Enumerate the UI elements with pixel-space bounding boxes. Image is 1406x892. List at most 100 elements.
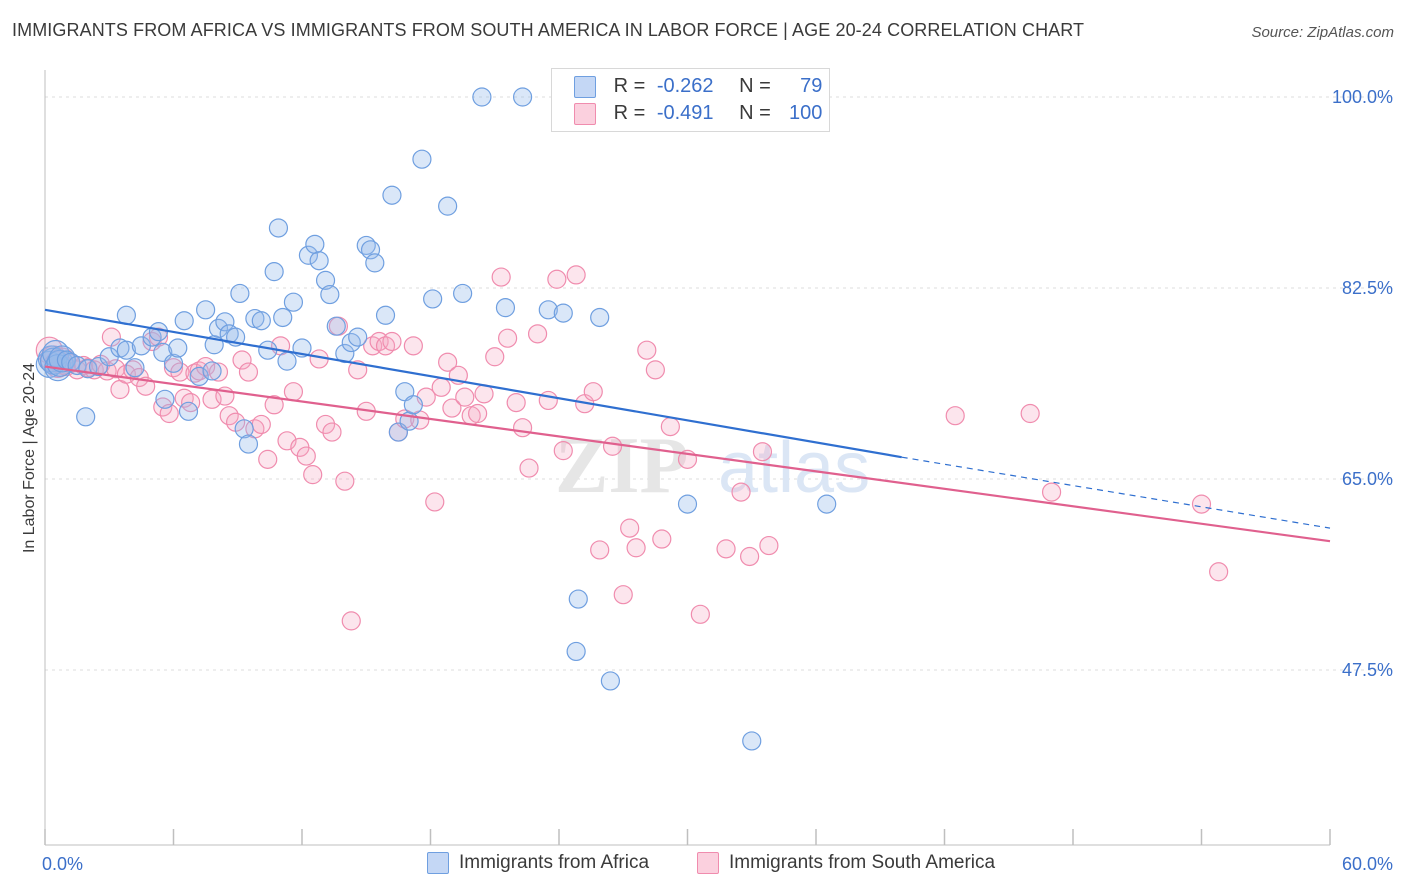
africa-point-20: [163, 353, 184, 373]
south-america-point-20: [148, 327, 169, 347]
africa-point-37: [238, 434, 259, 454]
south-america-point-22: [159, 403, 179, 424]
y-tick-label-1: 82.5%: [1342, 278, 1393, 298]
south-america-point-66: [438, 352, 458, 372]
africa-point-73: [553, 303, 573, 323]
africa-point-11: [88, 356, 109, 377]
africa-legend-label: Immigrants from Africa: [459, 852, 650, 874]
africa-point-45: [283, 292, 304, 312]
africa-point-44: [277, 351, 297, 371]
africa-point-65: [412, 149, 432, 169]
south-america-point-76: [506, 393, 526, 413]
africa-point-70: [495, 298, 516, 318]
africa-point-50: [315, 270, 336, 290]
africa-point-42: [268, 218, 289, 238]
south-america-point-72: [474, 384, 494, 404]
south-america-point-51: [335, 471, 355, 491]
africa-point-14: [116, 340, 136, 360]
watermark-zip: ZIP: [555, 422, 688, 510]
africa-point-48: [305, 234, 325, 254]
south-america-swatch: [574, 102, 596, 125]
south-america-point-61: [403, 336, 423, 356]
africa-point-47: [298, 245, 319, 265]
series-legend: Immigrants from Africa Immigrants from S…: [0, 852, 1406, 878]
legend-row-south-america: R = -0.491 N = 100: [574, 102, 823, 125]
south-america-legend-label: Immigrants from South America: [729, 852, 996, 874]
south-america-point-102: [945, 406, 965, 426]
source-label: Source: ZipAtlas.com: [1251, 24, 1394, 41]
chart-title: IMMIGRANTS FROM AFRICA VS IMMIGRANTS FRO…: [12, 20, 1085, 40]
south-america-point-101: [759, 535, 779, 556]
south-america-point-85: [583, 382, 603, 402]
africa-point-51: [320, 284, 340, 305]
africa-point-80: [817, 494, 837, 514]
africa-n-label: N =: [739, 75, 771, 97]
axes: [44, 70, 1331, 846]
legend-item-south-america[interactable]: Immigrants from South America: [697, 852, 995, 874]
south-america-point-38: [251, 414, 271, 435]
south-america-point-35: [232, 350, 252, 370]
correlation-legend: R = -0.262 N = 79 R = -0.491 N = 100: [551, 68, 830, 132]
gridlines: [45, 96, 1394, 671]
south-america-point-58: [382, 331, 402, 352]
south-america-point-73: [485, 347, 505, 367]
africa-point-39: [251, 311, 271, 331]
south-america-point-78: [519, 458, 539, 478]
south-america-point-93: [652, 529, 672, 549]
africa-point-77: [600, 671, 621, 691]
south-america-point-43: [283, 382, 304, 402]
africa-point-41: [264, 262, 284, 282]
south-america-point-82: [553, 441, 573, 461]
south-america-point-90: [626, 538, 646, 558]
south-america-point-71: [468, 403, 488, 424]
south-america-point-96: [690, 604, 710, 624]
africa-point-43: [273, 307, 293, 328]
south-america-point-49: [322, 422, 342, 442]
south-america-n-label: N =: [739, 102, 771, 124]
watermark: ZIPatlas: [555, 422, 870, 510]
africa-point-49: [309, 251, 329, 271]
south-america-r-value: -0.491: [656, 102, 714, 124]
africa-point-75: [568, 589, 588, 609]
south-america-point-91: [637, 340, 657, 360]
south-america-point-80: [538, 390, 558, 411]
africa-point-72: [538, 300, 558, 320]
south-america-point-31: [208, 362, 229, 382]
y-tick-label-0: 100.0%: [1332, 87, 1393, 107]
africa-point-55: [348, 327, 368, 347]
south-america-point-75: [498, 328, 518, 348]
south-america-point-88: [613, 585, 633, 605]
tick-labels: 100.0% 82.5% 65.0% 47.5% 0.0% 60.0%: [42, 87, 1393, 874]
south-america-point-45: [296, 446, 316, 466]
africa-point-18: [148, 322, 169, 342]
south-america-point-92: [645, 360, 665, 380]
africa-r-value: -0.262: [656, 75, 714, 97]
south-america-point-65: [431, 377, 451, 397]
africa-point-71: [512, 87, 533, 107]
africa-point-25: [174, 311, 194, 331]
south-america-point-67: [442, 398, 462, 418]
south-america-point-46: [303, 465, 323, 485]
africa-point-22: [116, 305, 136, 325]
south-america-point-40: [264, 395, 284, 415]
africa-point-58: [365, 253, 385, 273]
south-america-point-77: [512, 418, 533, 438]
south-america-point-52: [341, 611, 361, 631]
south-america-point-87: [602, 436, 623, 456]
africa-point-24: [168, 338, 188, 358]
africa-point-68: [453, 283, 473, 304]
africa-point-74: [566, 641, 586, 662]
south-america-point-98: [731, 482, 751, 502]
south-america-point-86: [590, 540, 610, 560]
legend-item-africa[interactable]: Immigrants from Africa: [427, 852, 649, 874]
africa-point-15: [125, 358, 145, 378]
south-america-n-value: 100: [788, 102, 823, 124]
series-africa: [35, 87, 837, 751]
africa-point-66: [423, 289, 443, 309]
africa-point-79: [742, 731, 762, 751]
south-america-point-74: [491, 267, 511, 287]
south-america-point-94: [660, 417, 680, 437]
south-america-point-103: [1020, 403, 1040, 424]
south-america-r-label: R =: [613, 102, 646, 124]
